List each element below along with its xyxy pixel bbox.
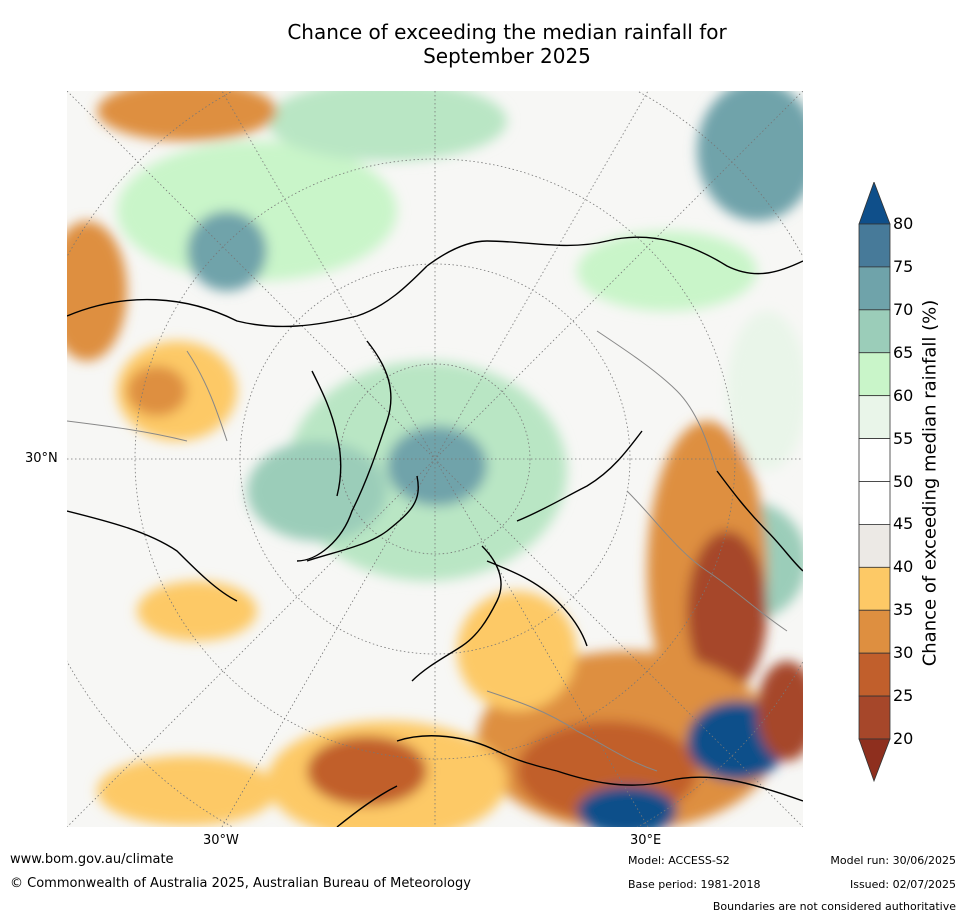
base-period: Base period: 1981-2018 (628, 878, 761, 891)
colorbar-band (858, 524, 891, 568)
colorbar-tick-label: 40 (893, 557, 914, 577)
colorbar-label: Chance of exceeding median rainfall (%) (919, 299, 941, 667)
colorbar-band (858, 438, 891, 482)
graticule (67, 91, 803, 827)
coastlines (67, 236, 803, 827)
model-name: Model: ACCESS-S2 (628, 854, 730, 867)
colorbar-tick-label: 75 (893, 256, 914, 276)
colorbar-max-arrow (858, 182, 891, 225)
model-run-date: Model run: 30/06/2025 (830, 854, 956, 867)
colorbar-tick-label: 35 (893, 600, 914, 620)
colorbar-tick-label: 55 (893, 428, 914, 448)
colorbar (858, 182, 891, 782)
lon-label-30e: 30°E (630, 833, 662, 848)
issued-date: Issued: 02/07/2025 (849, 878, 956, 891)
colorbar-band (858, 481, 891, 525)
copyright-text: © Commonwealth of Australia 2025, Austra… (10, 876, 471, 891)
colorbar-band (858, 352, 891, 397)
map-canvas (67, 91, 803, 827)
colorbar-tick-label: 50 (893, 471, 914, 491)
colorbar-min-arrow (858, 738, 891, 782)
colorbar-band (858, 652, 891, 697)
country-borders (67, 330, 788, 772)
colorbar-tick-label: 30 (893, 643, 914, 663)
colorbar-tick-label: 45 (893, 514, 914, 534)
title-line-2: September 2025 (423, 44, 591, 68)
colorbar-band (858, 566, 891, 611)
colorbar-tick-label: 25 (893, 686, 914, 706)
lon-label-30w: 30°W (203, 833, 239, 848)
colorbar-band (858, 309, 891, 354)
boundary-disclaimer: Boundaries are not considered authoritat… (712, 900, 956, 913)
colorbar-tick-label: 70 (893, 299, 914, 319)
colorbar-band (858, 395, 891, 439)
title-line-1: Chance of exceeding the median rainfall … (287, 20, 727, 44)
bom-url-link[interactable]: www.bom.gov.au/climate (10, 852, 174, 867)
colorbar-band (858, 695, 891, 740)
colorbar-tick-label: 20 (893, 729, 914, 748)
colorbar-band (858, 223, 891, 268)
colorbar-band (858, 266, 891, 311)
chart-title: Chance of exceeding the median rainfall … (0, 20, 965, 68)
colorbar-band (858, 609, 891, 654)
colorbar-tick-label: 65 (893, 342, 914, 362)
colorbar-tick-label: 80 (893, 214, 914, 233)
colorbar-tick-label: 60 (893, 385, 914, 405)
lat-label-30n: 30°N (25, 451, 58, 466)
rainfall-map[interactable] (67, 91, 803, 827)
